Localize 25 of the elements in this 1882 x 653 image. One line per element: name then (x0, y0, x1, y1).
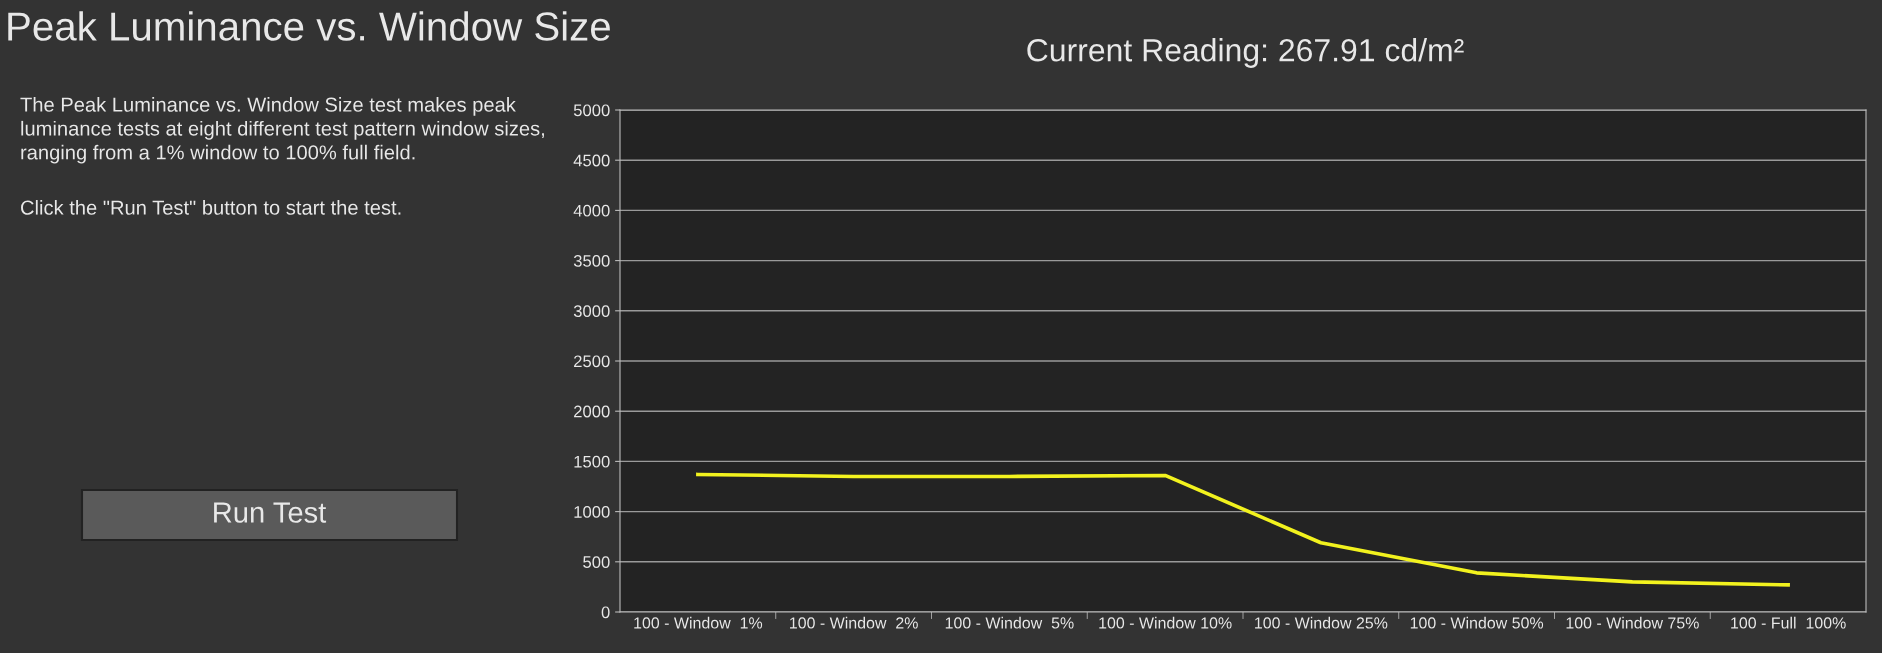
x-tick-label: 100 - Window 25% (1255, 616, 1388, 629)
y-tick-label: 0 (601, 606, 610, 619)
x-tick-label: 100 - Window 10% (1099, 616, 1232, 629)
chart-title: Peak Luminance vs. Window Size (8, 11, 610, 41)
x-tick-label: 100 - Full 100% (1731, 616, 1846, 629)
y-tick-label: 2000 (574, 405, 610, 418)
y-tick-label: 2500 (574, 355, 610, 368)
x-tick-label: 100 - Window 2% (790, 616, 918, 629)
x-tick-label: 100 - Window 1% (634, 616, 763, 629)
text: The Peak Luminance vs. Window Size test makes peak luminance tests at eight different test pattern window sizes, ranging from a 1% window to 100% full field. (20, 97, 544, 164)
y-tick-label: 1000 (574, 506, 610, 518)
x-tick-label: 100 - Window 75% (1566, 616, 1699, 629)
y-tick-label: 4000 (573, 204, 610, 217)
x-tick-label: 100 - Window 50% (1410, 616, 1544, 629)
y-tick-label: 5000 (573, 104, 610, 117)
text: Run Test (214, 502, 327, 523)
y-tick-label: 4500 (573, 154, 610, 167)
y-tick-label: 1500 (574, 455, 610, 468)
y-tick-label: 500 (583, 556, 610, 568)
y-tick-label: 3500 (573, 255, 610, 267)
x-tick-label: 100 - Window 5% (945, 616, 1074, 629)
line-series (696, 472, 1790, 587)
text: Click the "Run Test" button to start the test. (21, 200, 401, 215)
chart-subtitle: Current Reading: 267.91 cd/m² (1027, 38, 1464, 68)
y-tick-label: 3000 (573, 305, 610, 317)
